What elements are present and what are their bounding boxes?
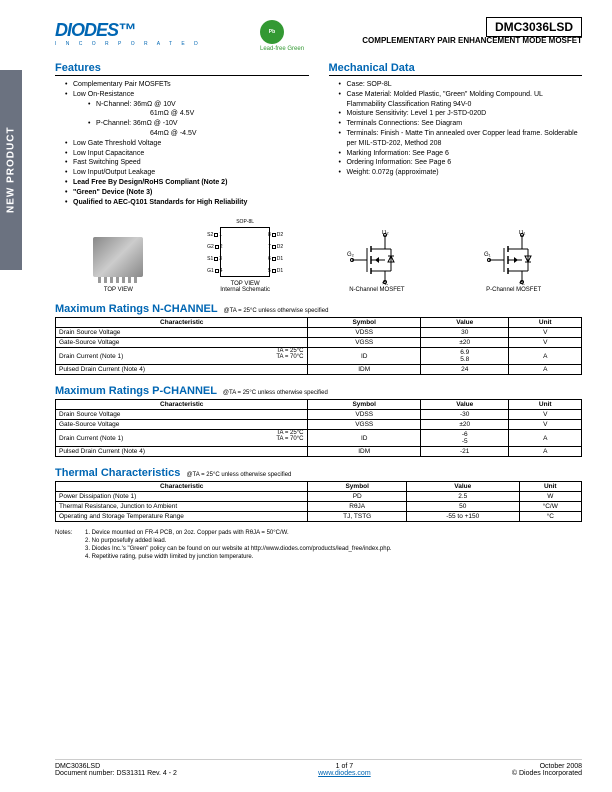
table-row: Gate-Source VoltageVGSS±20V: [56, 420, 582, 430]
diodes-logo: DIODES™ I N C O R P O R A T E D: [55, 20, 202, 47]
max-n-heading: Maximum Ratings N-CHANNEL @TA = 25°C unl…: [55, 303, 582, 315]
part-number: DMC3036LSD: [486, 17, 582, 37]
mech-item: Ordering Information: See Page 6: [339, 158, 583, 168]
pbfree-icon: Pb: [260, 20, 284, 44]
table-row: Operating and Storage Temperature RangeT…: [56, 512, 582, 522]
pbfree-badge: Pb Lead-free Green: [260, 20, 304, 52]
page-footer: DMC3036LSD Document number: DS31311 Rev.…: [55, 759, 582, 777]
mosfet-icon: G₁ D₁ S₁: [484, 230, 544, 285]
logo-subtitle: I N C O R P O R A T E D: [55, 41, 202, 47]
chip-icon: [93, 237, 143, 277]
feature-sub: P-Channel: 36mΩ @ -10V64mΩ @ -4.5V: [88, 119, 309, 139]
features-section: Features Complementary Pair MOSFETs Low …: [55, 62, 309, 207]
feature-item: Complementary Pair MOSFETs: [65, 80, 309, 90]
mech-item: Terminals Connections: See Diagram: [339, 119, 583, 129]
mechanical-heading: Mechanical Data: [329, 62, 583, 76]
max-n-table: CharacteristicSymbolValueUnit Drain Sour…: [55, 317, 582, 375]
table-row: Power Dissipation (Note 1)PD2.5W: [56, 492, 582, 502]
table-row: Drain Current (Note 1) TA = 25°CTA = 70°…: [56, 430, 582, 447]
sop-schematic: SOP-8L S21 G22 S13 G14 8D2 7D2 6D1 5D1 T…: [220, 219, 270, 293]
table-row: Thermal Resistance, Junction to AmbientR…: [56, 502, 582, 512]
mech-item: Moisture Sensitivity: Level 1 per J-STD-…: [339, 109, 583, 119]
subtitle: COMPLEMENTARY PAIR ENHANCEMENT MODE MOSF…: [362, 36, 582, 45]
title-block: DMC3036LSD COMPLEMENTARY PAIR ENHANCEMEN…: [362, 20, 582, 45]
page-header: DIODES™ I N C O R P O R A T E D Pb Lead-…: [55, 20, 582, 52]
footer-left: DMC3036LSD Document number: DS31311 Rev.…: [55, 763, 177, 777]
logo-area: DIODES™ I N C O R P O R A T E D: [55, 20, 202, 47]
table-row: Drain Current (Note 1) TA = 25°CTA = 70°…: [56, 348, 582, 365]
mech-item: Case Material: Molded Plastic, "Green" M…: [339, 90, 583, 110]
pbfree-label: Lead-free Green: [260, 46, 304, 52]
table-row: Pulsed Drain Current (Note 4)IDM24A: [56, 365, 582, 375]
max-p-table: CharacteristicSymbolValueUnit Drain Sour…: [55, 399, 582, 457]
notes-block: Notes:1. Device mounted on FR-4 PCB, on …: [55, 530, 582, 561]
table-row: Drain Source VoltageVDSS-30V: [56, 410, 582, 420]
feature-item: Lead Free By Design/RoHS Compliant (Note…: [65, 178, 309, 188]
svg-text:G₂: G₂: [347, 252, 355, 258]
feature-item: Low Input Capacitance: [65, 149, 309, 159]
pchan-mosfet: G₁ D₁ S₁ P-Channel MOSFET: [484, 230, 544, 293]
table-row: Pulsed Drain Current (Note 4)IDM-21A: [56, 447, 582, 457]
mech-item: Marking Information: See Page 6: [339, 149, 583, 159]
table-row: Gate-Source VoltageVGSS±20V: [56, 338, 582, 348]
mechanical-section: Mechanical Data Case: SOP-8L Case Materi…: [329, 62, 583, 207]
svg-text:S₁: S₁: [519, 282, 525, 285]
svg-text:D₁: D₁: [519, 230, 525, 236]
mech-item: Weight: 0.072g (approximate): [339, 168, 583, 178]
nchan-mosfet: G₂ D₂ S₂ N-Channel MOSFET: [347, 230, 407, 293]
thermal-heading: Thermal Characteristics @TA = 25°C unles…: [55, 467, 582, 479]
feature-item: Qualified to AEC-Q101 Standards for High…: [65, 198, 309, 208]
mech-item: Case: SOP-8L: [339, 80, 583, 90]
feature-item: Low Gate Threshold Voltage: [65, 139, 309, 149]
feature-sub: N-Channel: 36mΩ @ 10V61mΩ @ 4.5V: [88, 100, 309, 120]
chip-topview: TOP VIEW: [93, 237, 143, 293]
feature-item: Low On-Resistance N-Channel: 36mΩ @ 10V6…: [65, 90, 309, 139]
feature-item: Low Input/Output Leakage: [65, 168, 309, 178]
max-p-heading: Maximum Ratings P-CHANNEL @TA = 25°C unl…: [55, 385, 582, 397]
mosfet-icon: G₂ D₂ S₂: [347, 230, 407, 285]
svg-text:D₂: D₂: [382, 230, 389, 236]
diagrams-row: TOP VIEW SOP-8L S21 G22 S13 G14 8D2 7D2 …: [55, 219, 582, 293]
features-heading: Features: [55, 62, 309, 76]
svg-text:G₁: G₁: [484, 252, 491, 258]
table-row: Drain Source VoltageVDSS30V: [56, 328, 582, 338]
feature-item: Fast Switching Speed: [65, 158, 309, 168]
feature-item: "Green" Device (Note 3): [65, 188, 309, 198]
mech-item: Terminals: Finish - Matte Tin annealed o…: [339, 129, 583, 149]
footer-mid: 1 of 7 www.diodes.com: [318, 763, 371, 777]
svg-text:S₂: S₂: [382, 282, 389, 285]
thermal-table: CharacteristicSymbolValueUnit Power Diss…: [55, 481, 582, 522]
footer-right: October 2008 © Diodes Incorporated: [512, 763, 582, 777]
